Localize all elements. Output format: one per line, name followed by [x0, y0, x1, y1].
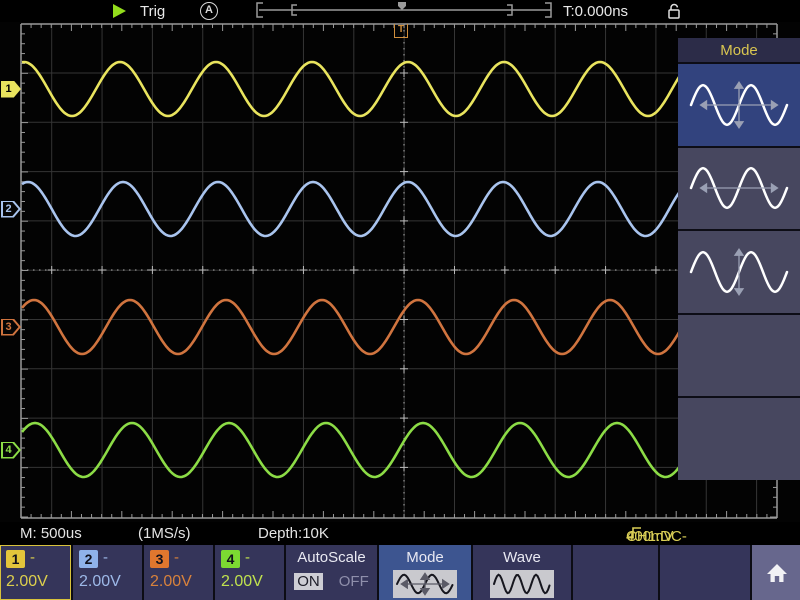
- sine-icon: [490, 570, 554, 598]
- channel1-badge: 1: [6, 550, 25, 568]
- top-bar: Trig A T:0.000ns: [0, 0, 800, 22]
- trigger-level-text: 400mV: [626, 528, 674, 545]
- ch1-zero-marker[interactable]: 1: [1, 80, 21, 98]
- channel2-badge: 2: [79, 550, 98, 568]
- sample-rate-readout: (1MS/s): [138, 525, 191, 542]
- mode-option-xy-scale[interactable]: [678, 64, 800, 148]
- channel2-volts-per-div: 2.00V: [79, 573, 121, 590]
- trig-label: Trig: [140, 3, 166, 20]
- ch3-zero-marker[interactable]: 3: [1, 318, 21, 336]
- unlocked-padlock-icon[interactable]: [666, 2, 682, 20]
- mode-option-x-scale[interactable]: [678, 147, 800, 232]
- sine-v-arrows-icon: [689, 248, 789, 296]
- channel3-button[interactable]: 3 - 2.00V: [144, 545, 213, 600]
- autoscale-label: AutoScale: [297, 549, 366, 566]
- ch4-waveform: [21, 421, 778, 479]
- timebase-readout: M: 500us: [20, 525, 82, 542]
- channel2-coupling-dash: -: [103, 549, 108, 566]
- channel3-volts-per-div: 2.00V: [150, 573, 192, 590]
- horizontal-position-bar[interactable]: [253, 0, 559, 20]
- ch4-zero-marker[interactable]: 4: [1, 441, 21, 459]
- rising-edge-icon: [628, 527, 641, 538]
- channel4-coupling-dash: -: [245, 549, 250, 566]
- channel1-volts-per-div: 2.00V: [6, 573, 48, 590]
- trigger-time-readout: T:0.000ns: [563, 3, 629, 20]
- autoscale-button[interactable]: AutoScale ON OFF: [286, 545, 377, 600]
- view-window-marker: [398, 2, 406, 10]
- autoscale-on-toggle[interactable]: ON: [294, 573, 323, 590]
- ch2-zero-marker[interactable]: 2: [1, 200, 21, 218]
- trigger-position-marker[interactable]: T: [394, 24, 408, 38]
- depth-readout: Depth:10K: [258, 525, 329, 542]
- status-bar: M: 500us (1MS/s) Depth:10K CH1:DC- 400mV: [0, 522, 800, 545]
- run-play-icon[interactable]: [113, 4, 126, 18]
- bottom-menu-bar: 1 - 2.00V 2 - 2.00V 3 - 2.00V 4 - 2.00V …: [0, 545, 800, 600]
- home-button[interactable]: [752, 545, 800, 600]
- channel3-coupling-dash: -: [174, 549, 179, 566]
- waveform-traces: [21, 60, 778, 479]
- channel2-button[interactable]: 2 - 2.00V: [73, 545, 142, 600]
- mode-option-empty-2[interactable]: [678, 398, 800, 480]
- auto-trigger-icon: A: [200, 2, 218, 20]
- channel4-badge: 4: [221, 550, 240, 568]
- autoscale-off-toggle[interactable]: OFF: [338, 573, 369, 590]
- channel1-coupling-dash: -: [30, 549, 35, 566]
- home-icon: [767, 563, 787, 582]
- sine-hv-arrows-icon: [689, 80, 789, 129]
- ch2-waveform: [21, 180, 778, 238]
- wave-menu-label: Wave: [503, 549, 541, 566]
- sine-hv-arrows-icon: [393, 570, 457, 598]
- sine-h-arrows-icon: [689, 167, 789, 210]
- mode-menu-label: Mode: [406, 549, 444, 566]
- menu-empty-cell-1[interactable]: [573, 545, 658, 600]
- channel4-volts-per-div: 2.00V: [221, 573, 263, 590]
- channel4-button[interactable]: 4 - 2.00V: [215, 545, 284, 600]
- menu-empty-cell-2[interactable]: [660, 545, 750, 600]
- mode-menu-button[interactable]: Mode: [379, 545, 471, 600]
- channel3-badge: 3: [150, 550, 169, 568]
- wave-menu-button[interactable]: Wave: [473, 545, 571, 600]
- side-panel-title: Mode: [678, 38, 800, 64]
- ch3-waveform: [21, 298, 778, 356]
- waveform-display: 1 2 3 4 T: [0, 22, 800, 522]
- side-panel-mode: Mode: [678, 38, 800, 480]
- ch1-waveform: [21, 60, 778, 118]
- trigger-readout: CH1:DC- 400mV: [626, 525, 687, 545]
- mode-option-empty-1[interactable]: [678, 314, 800, 399]
- mode-option-y-scale[interactable]: [678, 231, 800, 315]
- channel1-button[interactable]: 1 - 2.00V: [0, 545, 71, 600]
- trigger-source-text: CH1:DC-: [626, 528, 687, 545]
